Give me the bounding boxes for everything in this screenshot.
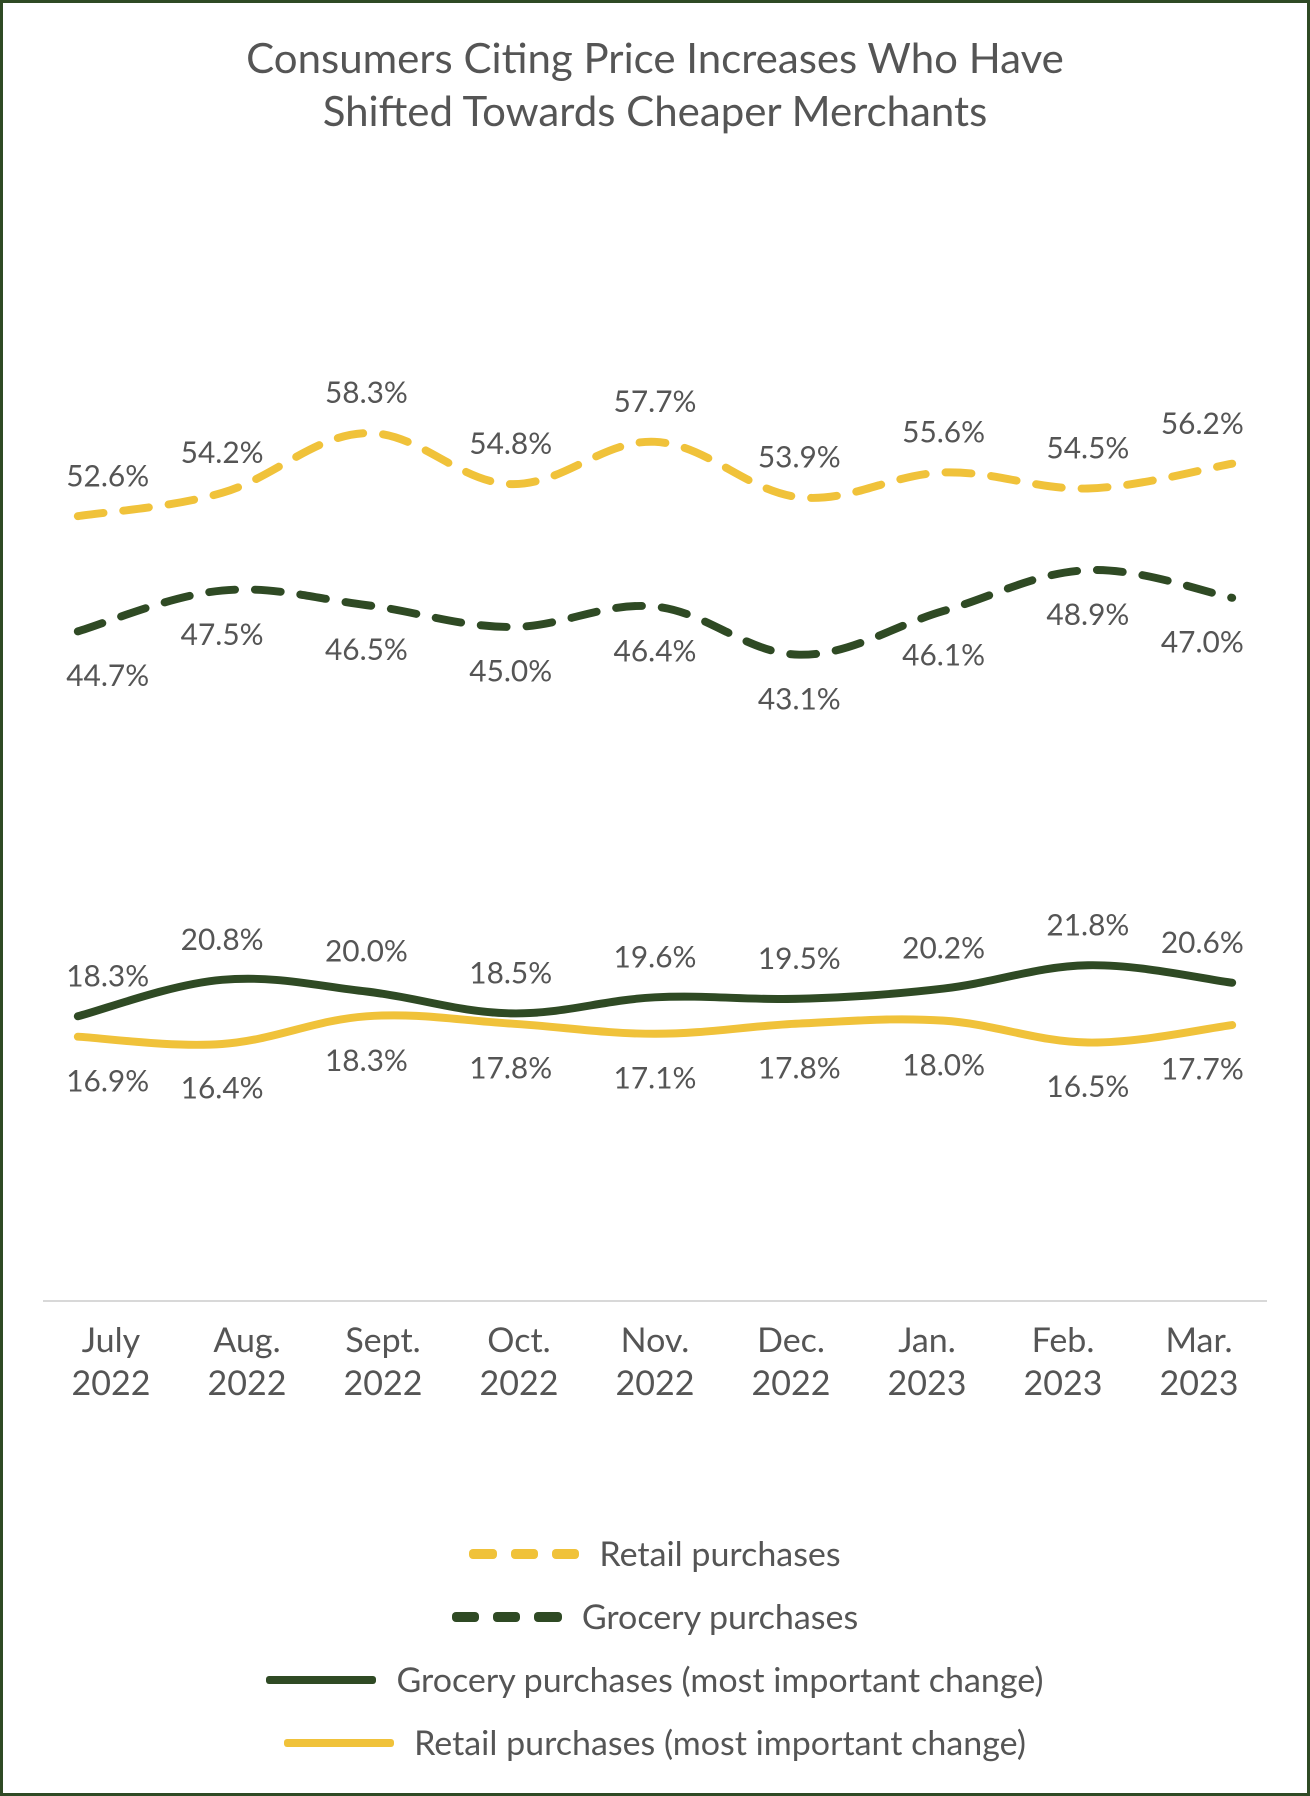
- x-label-year: 2023: [1024, 1362, 1103, 1403]
- x-label-year: 2022: [208, 1362, 287, 1403]
- data-label: 48.9%: [1046, 597, 1129, 632]
- data-label: 20.8%: [181, 922, 264, 957]
- legend-swatch: [266, 1675, 376, 1685]
- data-label: 16.9%: [66, 1063, 149, 1098]
- data-label: 16.5%: [1046, 1069, 1129, 1104]
- legend: Retail purchases Grocery purchases Grocery…: [3, 1533, 1307, 1763]
- x-label-year: 2022: [72, 1362, 151, 1403]
- x-label-month: Oct.: [487, 1319, 550, 1360]
- data-label: 44.7%: [66, 658, 149, 693]
- data-label: 52.6%: [66, 458, 149, 493]
- data-label: 16.4%: [181, 1071, 264, 1106]
- x-label-month: Mar.: [1165, 1319, 1232, 1360]
- plot-area: 52.6% 54.2% 58.3% 54.8% 57.7% 53.9% 55.6% 54.5%…: [43, 163, 1267, 1303]
- legend-item-retail_most: Retail purchases (most important change): [284, 1722, 1026, 1763]
- x-label-year: 2022: [616, 1362, 695, 1403]
- data-label: 17.8%: [469, 1050, 552, 1085]
- data-label: 18.5%: [469, 956, 552, 991]
- x-label-year: 2022: [752, 1362, 831, 1403]
- x-label-year: 2022: [344, 1362, 423, 1403]
- data-label: 53.9%: [758, 439, 841, 474]
- data-label: 56.2%: [1161, 406, 1244, 441]
- x-axis-label: Nov.2022: [587, 1319, 723, 1404]
- data-label: 57.7%: [614, 384, 697, 419]
- data-label: 19.5%: [758, 941, 841, 976]
- data-label: 47.5%: [181, 617, 264, 652]
- data-label: 46.1%: [902, 638, 985, 673]
- data-label: 17.8%: [758, 1050, 841, 1085]
- title-line-2: Shifted Towards Cheaper Merchants: [323, 85, 988, 135]
- data-label: 17.1%: [614, 1060, 697, 1095]
- x-axis-label: Dec.2022: [723, 1319, 859, 1404]
- x-axis-label: July2022: [43, 1319, 179, 1404]
- legend-label: Retail purchases: [599, 1533, 840, 1574]
- data-label: 18.3%: [66, 958, 149, 993]
- x-axis-label: Feb.2023: [995, 1319, 1131, 1404]
- x-axis-label: Aug.2022: [179, 1319, 315, 1404]
- x-label-year: 2023: [1160, 1362, 1239, 1403]
- x-axis-labels: July2022Aug.2022Sept.2022Oct.2022Nov.202…: [43, 1319, 1267, 1404]
- data-label: 18.0%: [902, 1047, 985, 1082]
- legend-label: Retail purchases (most important change): [414, 1722, 1026, 1763]
- x-label-year: 2023: [888, 1362, 967, 1403]
- legend-swatch: [469, 1549, 579, 1559]
- line-chart-svg: 52.6% 54.2% 58.3% 54.8% 57.7% 53.9% 55.6% 54.5%…: [43, 163, 1267, 1303]
- x-label-month: Sept.: [345, 1319, 420, 1360]
- data-label: 20.0%: [325, 934, 408, 969]
- legend-swatch: [452, 1612, 562, 1622]
- data-label: 54.2%: [181, 435, 264, 470]
- data-label: 46.5%: [325, 632, 408, 667]
- data-label: 18.3%: [325, 1043, 408, 1078]
- data-label: 46.4%: [614, 633, 697, 668]
- legend-swatch: [284, 1738, 394, 1748]
- data-label: 55.6%: [902, 415, 985, 450]
- data-label: 19.6%: [614, 939, 697, 974]
- chart-frame: Consumers Citing Price Increases Who Hav…: [0, 0, 1310, 1796]
- x-label-month: Aug.: [213, 1319, 280, 1360]
- data-label: 54.5%: [1046, 431, 1129, 466]
- x-label-month: Nov.: [621, 1319, 690, 1360]
- x-axis-label: Sept.2022: [315, 1319, 451, 1404]
- data-label: 17.7%: [1161, 1052, 1244, 1087]
- x-label-month: Dec.: [757, 1319, 825, 1360]
- data-label: 45.0%: [469, 654, 552, 689]
- x-axis-label: Jan.2023: [859, 1319, 995, 1404]
- x-label-month: July: [82, 1319, 140, 1360]
- x-label-month: Feb.: [1032, 1319, 1095, 1360]
- legend-label: Grocery purchases: [582, 1596, 858, 1637]
- data-label: 43.1%: [758, 681, 841, 716]
- legend-item-retail: Retail purchases: [469, 1533, 840, 1574]
- x-axis-label: Mar.2023: [1131, 1319, 1267, 1404]
- legend-label: Grocery purchases (most important change…: [396, 1659, 1043, 1700]
- data-label: 47.0%: [1161, 625, 1244, 660]
- chart-title: Consumers Citing Price Increases Who Hav…: [3, 3, 1307, 136]
- series-retail_most: [78, 1015, 1232, 1044]
- x-label-month: Jan.: [898, 1319, 956, 1360]
- legend-item-grocery: Grocery purchases: [452, 1596, 858, 1637]
- data-label: 20.2%: [902, 931, 985, 966]
- title-line-1: Consumers Citing Price Increases Who Hav…: [246, 32, 1064, 82]
- data-label: 58.3%: [325, 375, 408, 410]
- legend-item-grocery_most: Grocery purchases (most important change…: [266, 1659, 1043, 1700]
- data-label: 54.8%: [469, 426, 552, 461]
- x-axis-label: Oct.2022: [451, 1319, 587, 1404]
- data-label: 20.6%: [1161, 925, 1244, 960]
- x-label-year: 2022: [480, 1362, 559, 1403]
- data-label: 21.8%: [1046, 907, 1129, 942]
